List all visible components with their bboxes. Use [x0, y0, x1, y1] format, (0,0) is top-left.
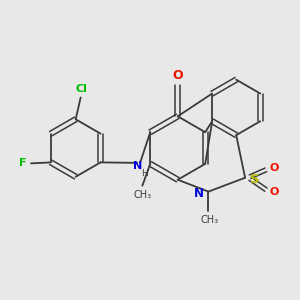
Text: O: O: [269, 163, 278, 173]
Text: N: N: [194, 187, 203, 200]
Text: Cl: Cl: [76, 84, 88, 94]
Text: O: O: [269, 187, 278, 196]
Text: H: H: [141, 169, 147, 178]
Text: N: N: [134, 161, 143, 171]
Text: CH₃: CH₃: [200, 215, 218, 225]
Text: F: F: [19, 158, 27, 168]
Text: S: S: [250, 173, 260, 186]
Text: O: O: [172, 69, 183, 82]
Text: CH₃: CH₃: [133, 190, 152, 200]
